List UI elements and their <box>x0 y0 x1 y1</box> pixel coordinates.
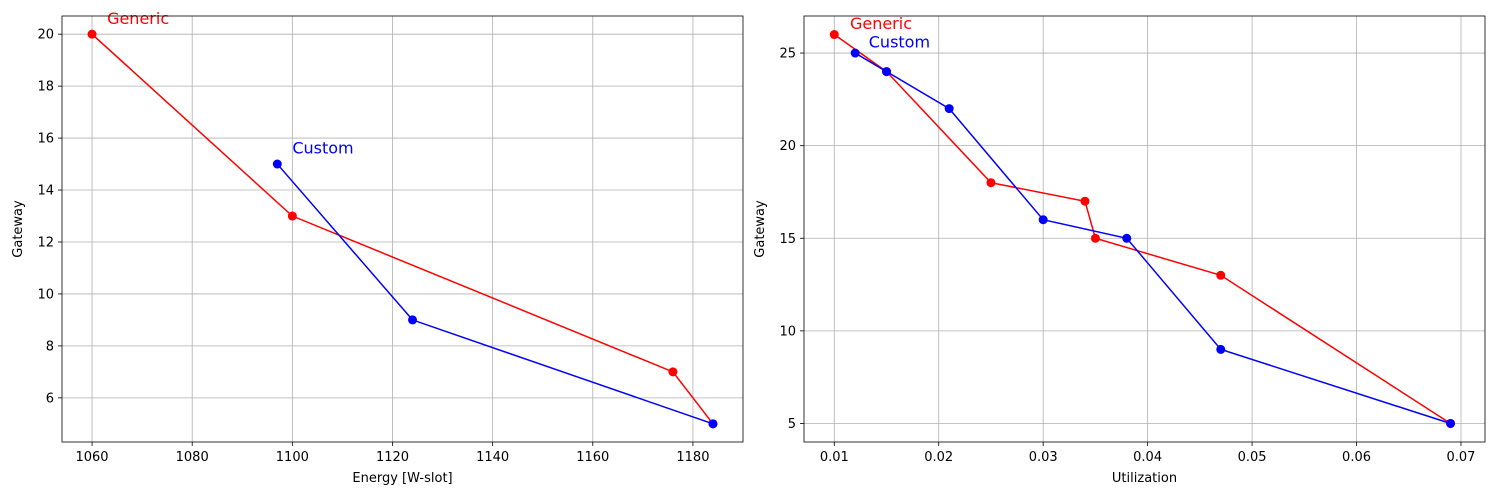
data-point-generic <box>1090 233 1100 243</box>
x-tick-label: 0.05 <box>1238 450 1267 465</box>
series-line-generic <box>91 33 714 425</box>
y-tick-label: 15 <box>779 232 796 247</box>
x-tick-label: 1160 <box>576 450 609 465</box>
y-axis-label: Gateway <box>11 200 26 258</box>
data-point-custom <box>1446 418 1456 428</box>
y-tick-label: 10 <box>779 324 796 339</box>
annotation-custom: Custom <box>292 139 353 158</box>
y-tick-label: 14 <box>37 184 54 199</box>
series-line-generic <box>833 33 1451 425</box>
y-axis-label: Gateway <box>753 200 768 258</box>
data-point-custom <box>272 159 282 169</box>
y-tick-label: 16 <box>37 132 54 147</box>
chart-panel-1: 1060 1080 1100 1120 1140 1160 1180 6 8 10 12 14 16 18… <box>11 9 744 486</box>
y-tick-label: 18 <box>37 80 54 95</box>
x-tick-label: 1120 <box>376 450 409 465</box>
data-point-custom <box>1038 215 1048 225</box>
x-tick-label: 1140 <box>476 450 509 465</box>
annotation-generic: Generic <box>850 14 912 33</box>
data-point-generic <box>1080 196 1090 206</box>
y-tick-label: 5 <box>788 417 796 432</box>
y-tick-label: 8 <box>46 339 54 354</box>
x-tick-label: 0.03 <box>1029 450 1058 465</box>
y-tick-label: 20 <box>779 139 796 154</box>
data-point-custom <box>882 67 892 77</box>
x-axis-label: Utilization <box>1112 471 1177 486</box>
data-point-custom <box>1216 344 1226 354</box>
x-axis-label: Energy [W-slot] <box>352 471 452 486</box>
chart-panel-2: 0.01 0.02 0.03 0.04 0.05 0.06 0.07 5 10 15 20 25 Uti… <box>753 14 1486 486</box>
data-point-custom <box>850 48 860 58</box>
data-point-generic <box>287 211 297 221</box>
x-tick-label: 1180 <box>676 450 709 465</box>
data-point-generic <box>87 29 97 39</box>
y-tick-label: 10 <box>37 287 54 302</box>
x-tick-label: 0.04 <box>1133 450 1162 465</box>
x-tick-label: 0.06 <box>1342 450 1371 465</box>
data-point-custom <box>408 315 418 325</box>
data-point-custom <box>708 419 718 429</box>
x-tick-label: 1100 <box>276 450 309 465</box>
y-tick-label: 20 <box>37 28 54 43</box>
x-tick-label: 0.07 <box>1447 450 1476 465</box>
axes-frame <box>61 15 744 443</box>
x-tick-label: 0.02 <box>924 450 953 465</box>
data-point-generic <box>1216 270 1226 280</box>
data-point-custom <box>1122 233 1132 243</box>
data-point-custom <box>944 104 954 114</box>
y-tick-label: 6 <box>46 391 54 406</box>
y-tick-label: 12 <box>37 235 54 250</box>
x-tick-label: 0.01 <box>820 450 849 465</box>
data-point-generic <box>668 367 678 377</box>
data-point-generic <box>986 178 996 188</box>
x-tick-label: 1080 <box>176 450 209 465</box>
y-tick-label: 25 <box>779 47 796 62</box>
annotation-generic: Generic <box>107 9 169 28</box>
annotation-custom: Custom <box>869 32 930 51</box>
data-point-generic <box>829 30 839 40</box>
axes-frame <box>803 15 1486 443</box>
x-tick-label: 1060 <box>75 450 108 465</box>
